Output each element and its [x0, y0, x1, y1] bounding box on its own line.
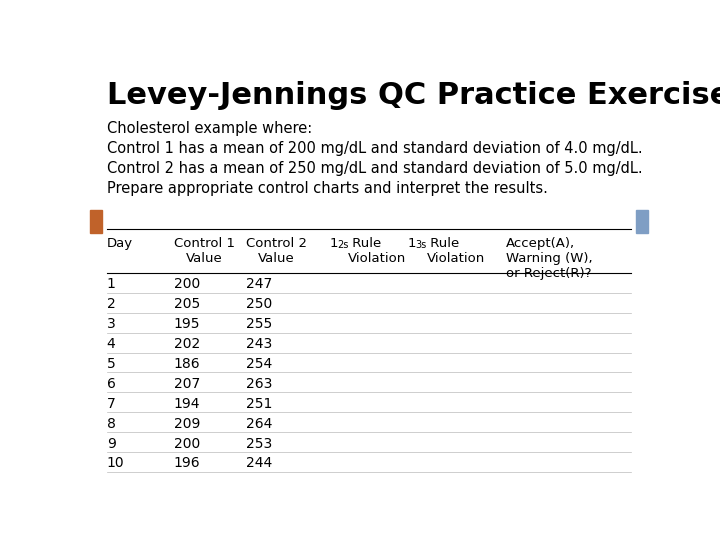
Text: 186: 186: [174, 357, 200, 370]
Text: 1: 1: [330, 238, 338, 251]
Text: Accept(A),
Warning (W),
or Reject(R)?: Accept(A), Warning (W), or Reject(R)?: [505, 238, 593, 280]
Text: 251: 251: [246, 396, 273, 410]
Text: 2: 2: [107, 297, 115, 311]
Text: Prepare appropriate control charts and interpret the results.: Prepare appropriate control charts and i…: [107, 181, 548, 196]
Text: 244: 244: [246, 456, 272, 470]
Text: 196: 196: [174, 456, 200, 470]
Text: 10: 10: [107, 456, 125, 470]
Text: Control 2 has a mean of 250 mg/dL and standard deviation of 5.0 mg/dL.: Control 2 has a mean of 250 mg/dL and st…: [107, 161, 642, 176]
Text: Levey-Jennings QC Practice Exercise:: Levey-Jennings QC Practice Exercise:: [107, 82, 720, 111]
Text: 3s: 3s: [415, 240, 426, 250]
Text: 2s: 2s: [337, 240, 348, 250]
Text: Rule
Violation: Rule Violation: [426, 238, 485, 265]
Text: 209: 209: [174, 416, 200, 430]
Text: 3: 3: [107, 317, 115, 331]
FancyBboxPatch shape: [90, 210, 102, 233]
Text: 205: 205: [174, 297, 200, 311]
Text: Rule
Violation: Rule Violation: [348, 238, 407, 265]
Text: 195: 195: [174, 317, 200, 331]
Text: 255: 255: [246, 317, 272, 331]
Text: Control 1 has a mean of 200 mg/dL and standard deviation of 4.0 mg/dL.: Control 1 has a mean of 200 mg/dL and st…: [107, 141, 642, 156]
Text: 247: 247: [246, 277, 272, 291]
Text: Control 2
Value: Control 2 Value: [246, 238, 307, 265]
Text: 250: 250: [246, 297, 272, 311]
FancyBboxPatch shape: [636, 210, 648, 233]
Text: 6: 6: [107, 377, 116, 390]
Text: 253: 253: [246, 436, 272, 450]
Text: 200: 200: [174, 436, 200, 450]
Text: 243: 243: [246, 337, 272, 351]
Text: 5: 5: [107, 357, 115, 370]
Text: Cholesterol example where:: Cholesterol example where:: [107, 121, 312, 136]
Text: 202: 202: [174, 337, 200, 351]
Text: 1: 1: [408, 238, 417, 251]
Text: 4: 4: [107, 337, 115, 351]
Text: 254: 254: [246, 357, 272, 370]
Text: 7: 7: [107, 396, 115, 410]
Text: 8: 8: [107, 416, 116, 430]
Text: 9: 9: [107, 436, 116, 450]
Text: Day: Day: [107, 238, 133, 251]
Text: Control 1
Value: Control 1 Value: [174, 238, 235, 265]
Text: 207: 207: [174, 377, 200, 390]
Text: 263: 263: [246, 377, 273, 390]
Text: 200: 200: [174, 277, 200, 291]
Text: 194: 194: [174, 396, 200, 410]
Text: 264: 264: [246, 416, 273, 430]
Text: 1: 1: [107, 277, 116, 291]
